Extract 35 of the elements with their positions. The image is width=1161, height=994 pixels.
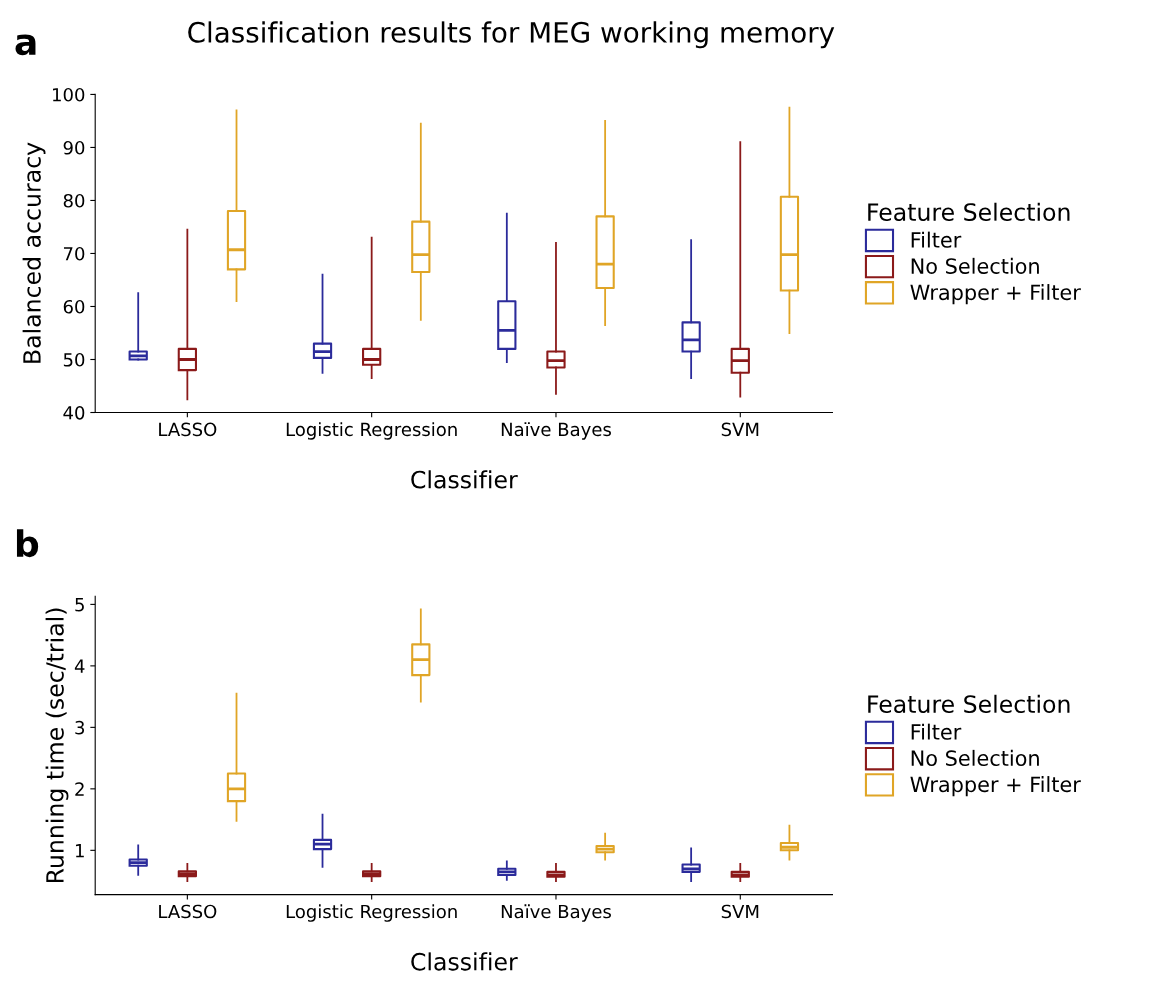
y-tick-label: 1 <box>75 844 84 858</box>
y-tick-label: 5 <box>75 598 84 612</box>
x-tick-label: LASSO <box>159 904 217 919</box>
x-axis-title: Classifier <box>411 470 518 489</box>
x-tick-label: Logistic Regression <box>286 422 457 440</box>
x-axis-title: Classifier <box>411 952 518 971</box>
legend-label: Filter <box>911 231 962 248</box>
x-tick-label: Naïve Bayes <box>501 904 611 922</box>
x-tick-label: Logistic Regression <box>286 904 457 922</box>
legend-label: Wrapper + Filter <box>910 776 1081 797</box>
legend-label: No Selection <box>911 257 1039 274</box>
text: b <box>16 529 39 558</box>
y-tick-label: 4 <box>74 659 85 673</box>
y-tick-label: 3 <box>75 720 85 735</box>
x-tick-label: Naïve Bayes <box>501 422 611 440</box>
y-tick-label: 50 <box>63 352 85 367</box>
y-tick-label: 40 <box>63 405 85 420</box>
legend-label: Wrapper + Filter <box>910 284 1081 305</box>
legend-title: Feature Selection <box>868 202 1070 222</box>
y-tick-label: 70 <box>63 246 85 261</box>
y-tick-label: 60 <box>63 299 85 314</box>
legend-label: No Selection <box>911 749 1039 766</box>
y-tick-label: 80 <box>63 193 85 208</box>
chart-title: Classification results for MEG working memory <box>188 21 835 49</box>
x-tick-label: SVM <box>721 422 759 437</box>
y-tick-label: 100 <box>53 87 85 102</box>
y-tick-label: 2 <box>75 782 84 796</box>
y-axis-title: Balanced accuracy <box>22 142 46 363</box>
legend-title: Feature Selection <box>868 694 1070 714</box>
y-tick-label: 90 <box>63 140 85 155</box>
text: a <box>15 34 36 56</box>
x-tick-label: LASSO <box>159 422 217 437</box>
x-tick-label: SVM <box>721 904 759 919</box>
legend-label: Filter <box>911 723 962 740</box>
y-axis-title: Running time (sec/trial) <box>45 608 69 883</box>
